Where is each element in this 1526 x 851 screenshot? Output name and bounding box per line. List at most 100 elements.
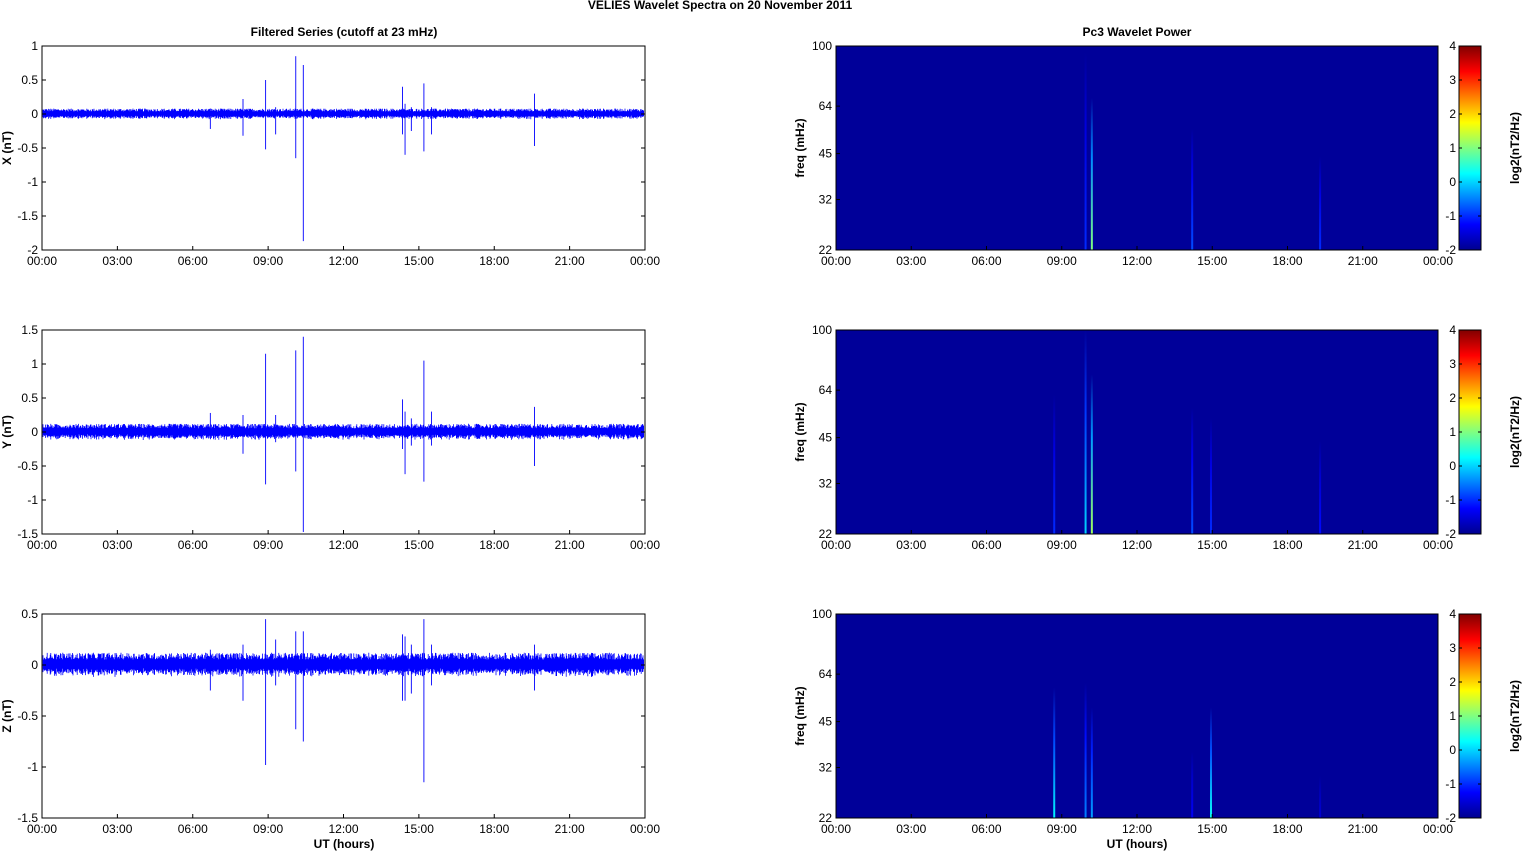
timeseries-ytick-label: 0 — [31, 425, 38, 439]
colorbar-tick-label: -2 — [1445, 811, 1456, 825]
spectrogram-xtick-label: 21:00 — [1348, 822, 1378, 836]
spectrogram-ylabel-y: freq (mHz) — [793, 402, 807, 461]
spectrogram-xtick-label: 00:00 — [1423, 822, 1453, 836]
timeseries-xtick-label: 12:00 — [328, 254, 358, 268]
spectrogram-xtick-label: 00:00 — [1423, 254, 1453, 268]
colorbar-tick-label: 0 — [1449, 743, 1456, 757]
timeseries-xtick-label: 06:00 — [178, 822, 208, 836]
spectrogram-event — [1090, 97, 1093, 250]
timeseries-xtick-label: 00:00 — [27, 822, 57, 836]
spectrogram-event — [1053, 394, 1056, 534]
spectrogram-background-z — [836, 614, 1438, 818]
left-x-axis-label: UT (hours) — [314, 837, 375, 851]
spectrogram-xtick-label: 18:00 — [1272, 538, 1302, 552]
spectrogram-event — [1084, 52, 1087, 250]
timeseries-ytick-label: 1.5 — [21, 323, 38, 337]
timeseries-xtick-label: 21:00 — [555, 538, 585, 552]
timeseries-xtick-label: 09:00 — [253, 822, 283, 836]
spectrogram-event — [1319, 156, 1322, 250]
colorbar-x: 4 3 2 1 0 -1 -2 log2(nT2/Hz) — [1445, 39, 1522, 257]
timeseries-xtick-label: 09:00 — [253, 538, 283, 552]
spectrogram-xtick-label: 15:00 — [1197, 538, 1227, 552]
right-column-title: Pc3 Wavelet Power — [1083, 25, 1192, 39]
timeseries-xtick-label: 15:00 — [404, 822, 434, 836]
spectrogram-xtick-label: 12:00 — [1122, 822, 1152, 836]
timeseries-panel-y: 1.510.50-0.5-1-1.500:00 03:00 06:00 09:00 12… — [0, 323, 660, 552]
timeseries-xtick-label: 12:00 — [328, 822, 358, 836]
timeseries-xtick-label: 00:00 — [27, 254, 57, 268]
timeseries-xtick-label: 03:00 — [102, 254, 132, 268]
spectrogram-xtick-label: 12:00 — [1122, 538, 1152, 552]
spectrogram-xtick-label: 21:00 — [1348, 254, 1378, 268]
timeseries-ytick-label: -1.5 — [17, 527, 38, 541]
timeseries-xtick-label: 06:00 — [178, 538, 208, 552]
spectrogram-event — [1090, 707, 1093, 818]
colorbar-tick-label: 2 — [1449, 107, 1456, 121]
figure-suptitle: VELIES Wavelet Spectra on 20 November 20… — [588, 0, 853, 12]
spectrogram-ytick-label: 32 — [819, 477, 833, 491]
spectrogram-event — [1191, 751, 1194, 818]
spectrogram-event — [1084, 330, 1087, 534]
spectrogram-xtick-label: 09:00 — [1047, 822, 1077, 836]
timeseries-xtick-label: 00:00 — [630, 822, 660, 836]
colorbar-tick-label: 4 — [1449, 607, 1456, 621]
spectrogram-ytick-label: 64 — [819, 667, 833, 681]
timeseries-ylabel-y: Y (nT) — [0, 415, 14, 449]
spectrogram-ytick-label: 32 — [819, 193, 833, 207]
spectrogram-xtick-label: 06:00 — [971, 254, 1001, 268]
timeseries-axes-x — [41, 45, 646, 251]
timeseries-ytick-label: -0.5 — [17, 459, 38, 473]
spectrogram-xtick-label: 03:00 — [896, 254, 926, 268]
timeseries-axes-z — [41, 613, 646, 819]
timeseries-ytick-label: -0.5 — [17, 141, 38, 155]
spectrogram-xtick-label: 21:00 — [1348, 538, 1378, 552]
spectrogram-xtick-label: 06:00 — [971, 538, 1001, 552]
spectrogram-ytick-label: 45 — [819, 147, 833, 161]
spectrogram-ytick-label: 45 — [819, 715, 833, 729]
timeseries-xtick-label: 00:00 — [630, 254, 660, 268]
left-column-title: Filtered Series (cutoff at 23 mHz) — [251, 25, 438, 39]
spectrogram-event — [1319, 776, 1322, 818]
timeseries-ytick-label: -1 — [27, 175, 38, 189]
spectrogram-event — [1191, 408, 1194, 534]
spectrogram-ytick-label: 100 — [812, 323, 832, 337]
spectrogram-event — [1090, 374, 1093, 534]
spectrogram-ytick-label: 100 — [812, 607, 832, 621]
spectrogram-background-x — [836, 46, 1438, 250]
colorbar-tick-label: 4 — [1449, 39, 1456, 53]
spectrogram-ylabel-x: freq (mHz) — [793, 118, 807, 177]
spectrogram-event — [1319, 440, 1322, 534]
spectrogram-xtick-label: 03:00 — [896, 538, 926, 552]
colorbar-y: 4 3 2 1 0 -1 -2 log2(nT2/Hz) — [1445, 323, 1522, 541]
colorbar-scale — [1458, 613, 1482, 819]
colorbar-scale — [1458, 45, 1482, 251]
spectrogram-event — [1084, 682, 1087, 818]
spectrogram-xtick-label: 00:00 — [821, 538, 851, 552]
colorbar-tick-label: -1 — [1445, 493, 1456, 507]
colorbar-tick-label: 1 — [1449, 709, 1456, 723]
timeseries-xtick-label: 21:00 — [555, 254, 585, 268]
spectrogram-ytick-label: 22 — [819, 527, 833, 541]
colorbar-tick-label: -1 — [1445, 209, 1456, 223]
spectrogram-xtick-label: 18:00 — [1272, 822, 1302, 836]
colorbar-tick-label: 3 — [1449, 73, 1456, 87]
right-x-axis-label: UT (hours) — [1107, 837, 1168, 851]
spectrogram-xtick-label: 18:00 — [1272, 254, 1302, 268]
timeseries-xtick-label: 09:00 — [253, 254, 283, 268]
timeseries-ytick-label: 0 — [31, 107, 38, 121]
timeseries-ytick-label: -1 — [27, 493, 38, 507]
colorbar-label: log2(nT2/Hz) — [1508, 112, 1522, 184]
timeseries-panel-z: 0.50-0.5-1-1.500:00 03:00 06:00 09:00 12:00 1… — [0, 607, 660, 836]
timeseries-ylabel-z: Z (nT) — [0, 699, 14, 732]
spectrogram-xtick-label: 15:00 — [1197, 254, 1227, 268]
timeseries-xtick-label: 06:00 — [178, 254, 208, 268]
colorbar-tick-label: 1 — [1449, 425, 1456, 439]
spectrogram-background-y — [836, 330, 1438, 534]
timeseries-xtick-label: 03:00 — [102, 822, 132, 836]
colorbar-scale — [1458, 329, 1482, 535]
spectrogram-ytick-label: 100 — [812, 39, 832, 53]
spectrogram-ytick-label: 64 — [819, 383, 833, 397]
